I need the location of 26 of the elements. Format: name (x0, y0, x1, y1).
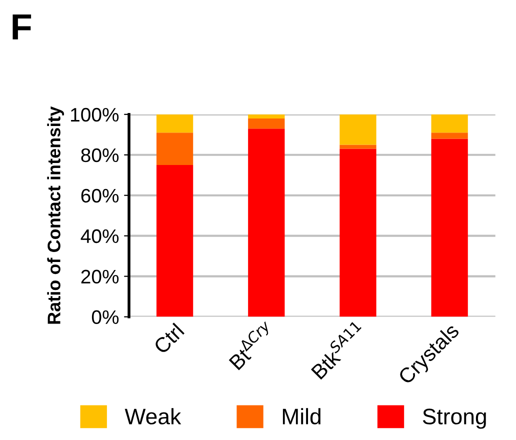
bar (431, 114, 468, 133)
bar (248, 114, 285, 118)
y-tick-label: 100% (71, 108, 119, 122)
bar (248, 118, 285, 129)
y-tick-label: 60% (81, 188, 119, 203)
bar (156, 165, 194, 317)
x-tick-label: Btk$^{SA11}$ (308, 320, 368, 380)
bar (431, 132, 468, 139)
bar (340, 114, 376, 145)
bar (248, 128, 285, 317)
y-tick-label: 80% (81, 148, 119, 162)
bar (431, 138, 468, 317)
bar (156, 132, 194, 165)
bar (340, 148, 376, 317)
chart-title: F (12, 14, 32, 40)
x-tick-label: Bt$^{ΔCry}$ (226, 319, 277, 370)
y-axis-title: Ratio of Contact intensity (47, 106, 64, 324)
bar (340, 144, 376, 149)
x-tick-label: Ctrl (152, 322, 185, 355)
bar (156, 114, 194, 133)
legend-label: Mild (282, 408, 320, 424)
legend-label: Weak (124, 408, 182, 424)
y-tick-label: 40% (80, 229, 119, 244)
legend-label: Strong (422, 408, 486, 429)
y-tick-label: 20% (81, 270, 119, 284)
y-tick-label: 0% (92, 310, 119, 324)
